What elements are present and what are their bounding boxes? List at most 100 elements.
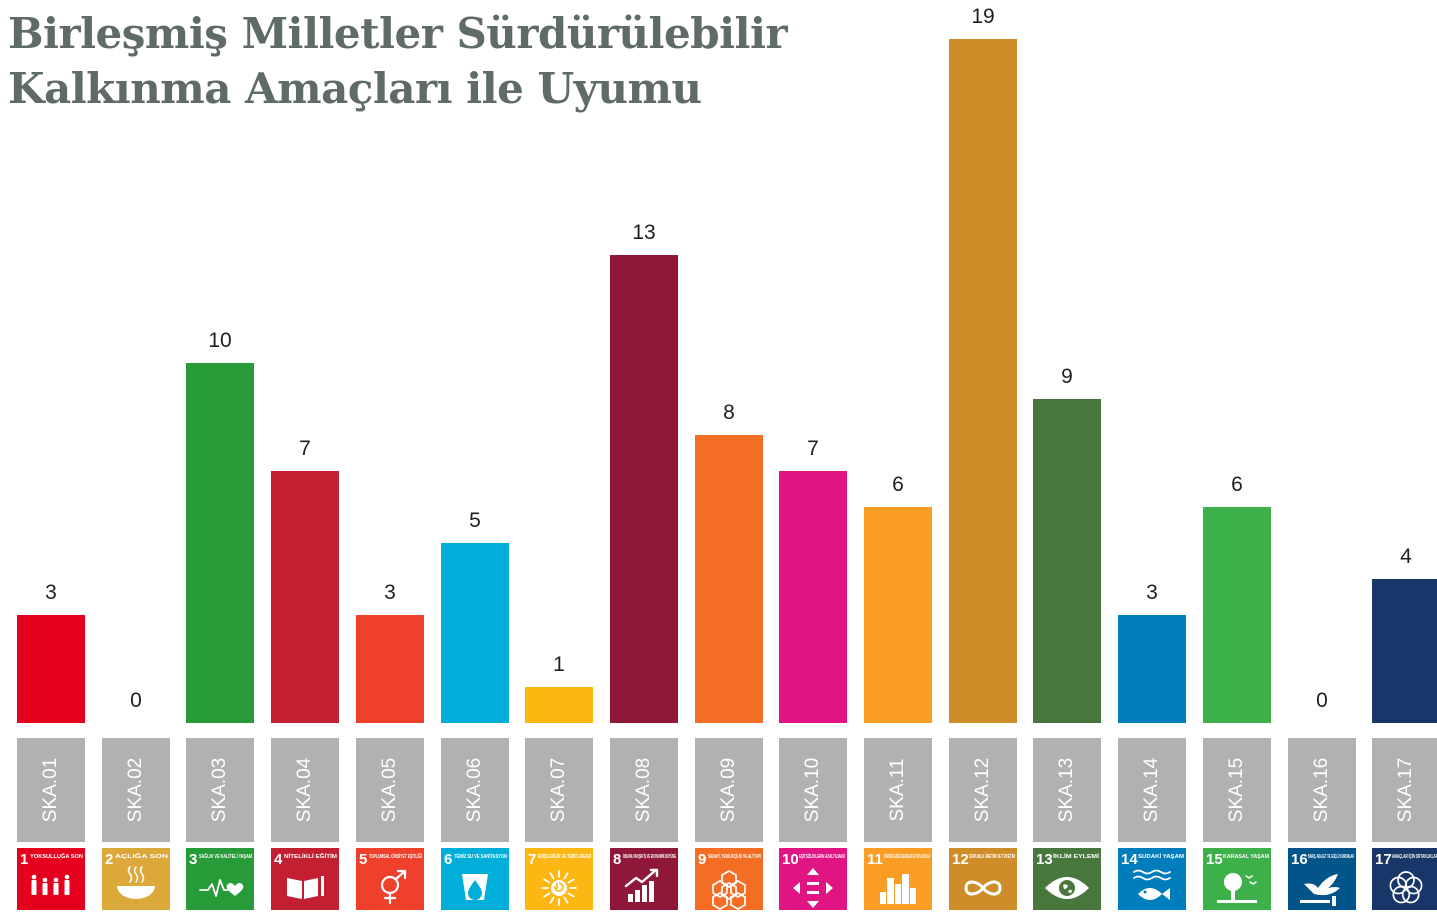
goal-number: 6 — [444, 851, 452, 868]
sdg-goal-tile: 4 NİTELİKLİ EĞİTİM — [271, 848, 339, 910]
bar — [1118, 615, 1186, 723]
goal-tile-background — [102, 848, 170, 910]
sdg-goal-tile: 12 SORUMLU ÜRETİM VE TÜKETİM — [949, 848, 1017, 910]
category-box — [525, 738, 593, 842]
category-box — [271, 738, 339, 842]
value-label: 0 — [1316, 689, 1328, 712]
sdg-goal-tile: 1 YOKSULLUĞA SON — [17, 848, 85, 910]
value-label: 13 — [632, 221, 655, 244]
goal-tile-background — [779, 848, 847, 910]
category-label: SKA.05 — [379, 758, 400, 822]
goal-label: NİTELİKLİ EĞİTİM — [284, 852, 337, 860]
goal-label: TOPLUMSAL CİNSİYET EŞİTLİĞİ — [369, 852, 422, 860]
goal-label: AMAÇLAR İÇİN ORTAKLIKLAR — [1392, 853, 1437, 860]
category-box — [864, 738, 932, 842]
category-box — [1372, 738, 1437, 842]
bar — [356, 615, 424, 723]
category-label: SKA.03 — [209, 758, 230, 822]
goal-tile-background — [1288, 848, 1356, 910]
dove-icon — [1300, 874, 1340, 906]
goal-label: KARASAL YAŞAM — [1223, 854, 1269, 860]
goal-label: İNSANA YAKIŞIR İŞ VE EKONOMİK BÜYÜME — [623, 853, 676, 860]
equality-icon — [793, 868, 833, 908]
goal-number: 3 — [189, 851, 197, 868]
value-label: 6 — [1231, 473, 1243, 496]
category-label: SKA.17 — [1395, 758, 1416, 822]
sun-power-icon — [541, 870, 577, 906]
value-label: 3 — [1146, 581, 1158, 604]
goal-label: EŞİTSİZLİKLERİN AZALTILMASI — [799, 853, 845, 860]
goal-number: 7 — [528, 851, 536, 868]
heartbeat-icon — [199, 879, 244, 897]
value-label: 1 — [553, 653, 565, 676]
chart-title-line-1: Birleşmiş Milletler Sürdürülebilir — [8, 9, 788, 58]
category-box — [1203, 738, 1271, 842]
value-label: 9 — [1061, 365, 1073, 388]
category-box — [186, 738, 254, 842]
value-label: 7 — [299, 437, 311, 460]
value-label: 3 — [45, 581, 57, 604]
goal-label: SANAYİ, YENİLİKÇİLİK VE ALTYAPI — [708, 853, 761, 860]
growth-chart-icon — [624, 868, 659, 902]
category-label: SKA.06 — [464, 758, 485, 822]
value-label: 10 — [208, 329, 231, 352]
goal-label: İKLİM EYLEMİ — [1053, 853, 1100, 860]
sdg-goal-tile: 2 AÇLIĞA SON — [102, 848, 170, 910]
tree-icon — [1217, 873, 1257, 903]
flower-icon — [1389, 871, 1423, 904]
goal-label: SÜRDÜRÜLEBİLİR ŞEHİRLER VE TOPLULUKLAR — [884, 853, 930, 860]
category-box — [1118, 738, 1186, 842]
sdg-goal-tile: 5 TOPLUMSAL CİNSİYET EŞİTLİĞİ — [356, 848, 424, 910]
goal-number: 12 — [952, 851, 969, 868]
book-icon — [287, 876, 324, 899]
infinity-icon — [964, 880, 1002, 896]
goal-number: 2 — [105, 851, 113, 868]
value-label: 8 — [723, 401, 735, 424]
value-label: 19 — [971, 5, 994, 28]
bar — [1372, 579, 1437, 723]
goal-number: 9 — [698, 851, 706, 868]
sdg-goal-tile: 11 SÜRDÜRÜLEBİLİR ŞEHİRLER VE TOPLULUKLAR — [864, 848, 932, 910]
goal-number: 4 — [274, 851, 283, 868]
category-box — [102, 738, 170, 842]
bar — [271, 471, 339, 723]
goal-number: 8 — [613, 851, 621, 868]
category-box — [1033, 738, 1101, 842]
sdg-goal-tile: 14 SUDAKİ YAŞAM — [1118, 848, 1186, 910]
value-label: 6 — [892, 473, 904, 496]
category-label: SKA.16 — [1311, 758, 1332, 822]
category-label: SKA.07 — [548, 758, 569, 822]
category-box — [779, 738, 847, 842]
goal-label: BARIŞ, ADALET VE GÜÇLÜ KURUMLAR — [1308, 853, 1354, 860]
bar — [441, 543, 509, 723]
goal-tile-background — [186, 848, 254, 910]
chart-title: Birleşmiş Milletler Sürdürülebilir Kalkı… — [8, 6, 788, 116]
category-label: SKA.09 — [718, 758, 739, 822]
sdg-goal-tile: 10 EŞİTSİZLİKLERİN AZALTILMASI — [779, 848, 847, 910]
bar — [779, 471, 847, 723]
sdg-goal-tile: 6 TEMİZ SU VE SANİTASYON — [441, 848, 509, 910]
sdg-goal-tile: 7 ERİŞİLEBİLİR VE TEMİZ ENERJİ — [525, 848, 593, 910]
bar — [17, 615, 85, 723]
city-icon — [880, 874, 916, 904]
bar — [864, 507, 932, 723]
goal-label: SAĞLIK VE KALİTELİ YAŞAM — [199, 852, 252, 860]
category-label: SKA.13 — [1056, 758, 1077, 822]
goal-tile-background — [17, 848, 85, 910]
goal-label: YOKSULLUĞA SON — [30, 852, 83, 860]
sdg-goal-tile: 15 KARASAL YAŞAM — [1203, 848, 1271, 910]
bar — [695, 435, 763, 723]
category-box — [949, 738, 1017, 842]
sdg-goal-tile: 8İNSANA YAKIŞIR İŞ VE EKONOMİK BÜYÜME — [610, 848, 678, 910]
bar — [525, 687, 593, 723]
goal-number: 11 — [867, 851, 883, 868]
goal-number: 17 — [1375, 851, 1392, 868]
eye-globe-icon — [1045, 877, 1089, 899]
category-label: SKA.04 — [294, 757, 315, 822]
fish-icon — [1133, 869, 1171, 900]
category-box — [17, 738, 85, 842]
goal-label: TEMİZ SU VE SANİTASYON — [454, 853, 507, 860]
category-label: SKA.12 — [972, 758, 993, 822]
goal-number: 15 — [1206, 851, 1223, 868]
